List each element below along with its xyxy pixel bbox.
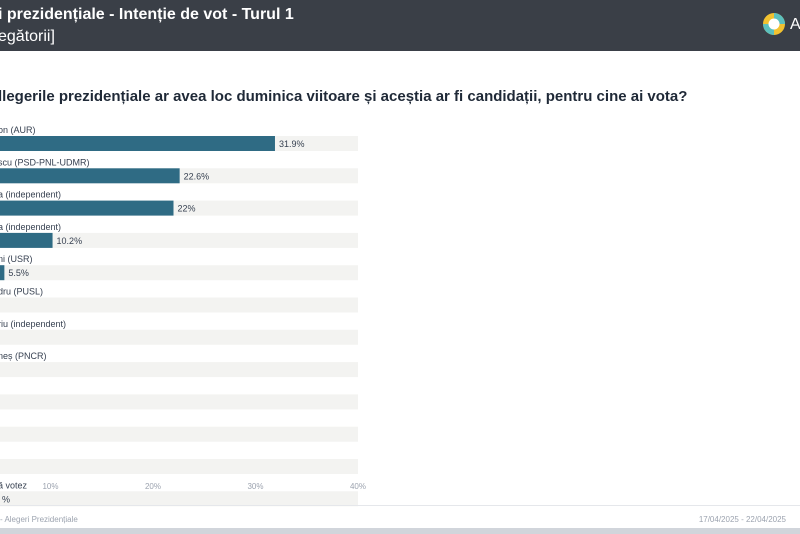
question-text: llegerile prezidențiale ar avea loc dumi… — [0, 88, 688, 105]
report-subtitle: egătorii] — [0, 28, 55, 45]
bar-track — [0, 329, 358, 345]
bar-track — [0, 426, 358, 442]
logo-text: A — [790, 16, 800, 33]
category-label: a (independent) — [0, 190, 61, 200]
bar-track — [0, 394, 358, 410]
footer-band — [0, 528, 800, 534]
x-tick-label: 10% — [42, 482, 58, 491]
footer-divider — [0, 505, 800, 506]
footer-source: - Alegeri Prezidențiale — [0, 515, 78, 524]
value-label: % — [2, 494, 10, 504]
bar — [0, 200, 174, 216]
bar-track — [0, 232, 358, 248]
value-label: 22.6% — [184, 171, 210, 181]
category-label: neș (PNCR) — [0, 351, 47, 361]
bar-track — [0, 491, 358, 507]
category-label: riu (independent) — [0, 319, 66, 329]
x-tick-label: 30% — [247, 482, 263, 491]
bar-track — [0, 459, 358, 474]
value-label: 31.9% — [279, 139, 305, 149]
category-label: a (independent) — [0, 222, 61, 232]
category-label: scu (PSD-PNL-UDMR) — [0, 157, 90, 167]
value-label: 10.2% — [57, 236, 83, 246]
value-label: 5.5% — [8, 268, 29, 278]
category-label: dru (PUSL) — [0, 287, 43, 297]
bar — [0, 265, 5, 281]
bar-track — [0, 362, 358, 378]
report-title: i prezidențiale - Intenție de vot - Turu… — [0, 6, 294, 23]
x-tick-label: 20% — [145, 482, 161, 491]
logo-icon — [763, 13, 785, 35]
bar-track — [0, 297, 358, 313]
category-label: on (AUR) — [0, 125, 36, 135]
category-label: ă votez — [0, 480, 28, 490]
bar — [0, 168, 180, 184]
header-bar: i prezidențiale - Intenție de vot - Turu… — [0, 0, 800, 51]
bar — [0, 136, 275, 151]
x-tick-label: 40% — [350, 482, 366, 491]
bar-track — [0, 265, 358, 281]
category-label: ni (USR) — [0, 254, 33, 264]
value-label: 22% — [178, 204, 196, 214]
bar — [0, 232, 53, 248]
footer-date-range: 17/04/2025 - 22/04/2025 — [698, 515, 786, 524]
